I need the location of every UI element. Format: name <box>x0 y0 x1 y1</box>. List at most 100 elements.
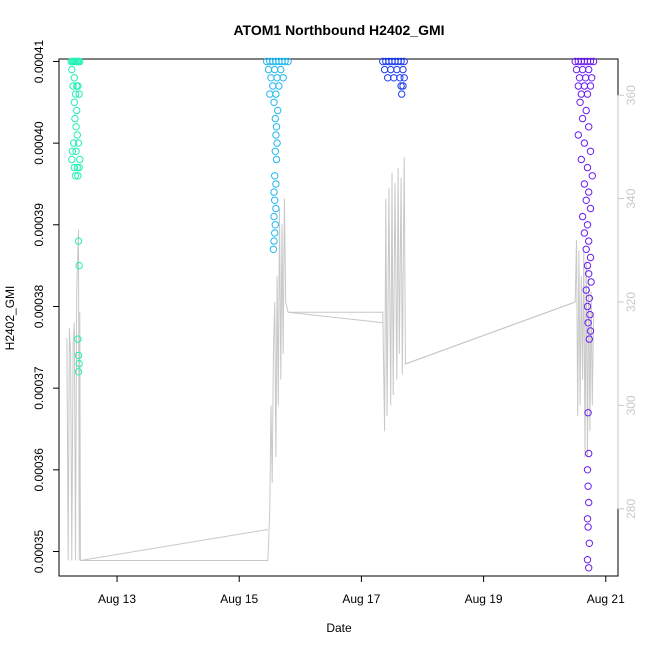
data-point <box>584 409 592 417</box>
data-point <box>387 65 395 74</box>
data-point <box>582 286 590 294</box>
data-point <box>266 90 274 98</box>
data-point <box>390 74 398 82</box>
data-point <box>74 172 82 180</box>
data-point <box>586 253 595 262</box>
data-point <box>583 90 592 98</box>
data-point <box>397 82 405 90</box>
data-point <box>585 123 593 131</box>
data-point <box>70 98 79 107</box>
data-point <box>580 82 589 90</box>
data-point <box>70 74 79 82</box>
data-point <box>269 245 278 254</box>
data-point <box>74 351 83 360</box>
data-point <box>585 237 593 245</box>
data-point <box>574 131 582 139</box>
data-point <box>574 82 582 90</box>
data-point <box>577 155 585 164</box>
data-point <box>583 466 592 474</box>
data-point <box>398 90 406 98</box>
data-point <box>399 65 407 74</box>
data-point <box>274 106 282 115</box>
data-point <box>400 57 408 66</box>
data-point <box>585 335 593 343</box>
y-tick-label: 0.00037 <box>32 366 46 410</box>
data-point <box>270 212 278 221</box>
data-point <box>75 261 83 270</box>
data-point <box>582 106 590 115</box>
data-point <box>269 82 277 90</box>
x-axis-label: Date <box>326 621 352 635</box>
data-point <box>586 57 595 66</box>
scatter-series <box>67 57 598 572</box>
data-point <box>587 278 595 286</box>
data-point <box>384 74 392 82</box>
data-point <box>73 106 81 115</box>
data-point <box>271 65 279 74</box>
x-tick-label: Aug 13 <box>98 592 136 606</box>
data-point <box>584 482 592 490</box>
data-point <box>583 302 592 311</box>
data-point <box>271 172 279 180</box>
data-point <box>272 204 280 213</box>
data-point <box>583 163 592 172</box>
data-point <box>272 131 280 139</box>
data-point <box>577 90 585 98</box>
axes: Aug 13 Aug 15 Aug 17 Aug 19 Aug 21 0.00035 0.0… <box>32 39 638 606</box>
data-point <box>281 57 289 66</box>
secondary-line-series <box>66 157 595 561</box>
data-point <box>270 237 278 245</box>
y2-tick-label: 340 <box>624 188 638 208</box>
data-point <box>270 98 278 107</box>
data-point <box>277 65 285 74</box>
y-tick-label: 0.00040 <box>32 121 46 165</box>
chart-title: ATOM1 Northbound H2402_GMI <box>233 22 444 38</box>
data-point <box>76 57 84 66</box>
data-point <box>275 82 283 90</box>
data-point <box>588 74 596 82</box>
data-point <box>273 139 281 147</box>
data-point <box>74 335 82 343</box>
series-2 <box>263 57 292 254</box>
data-point <box>583 261 592 270</box>
data-point <box>578 114 587 123</box>
data-point <box>272 123 281 131</box>
data-point <box>271 196 279 205</box>
x-tick-label: Aug 15 <box>220 592 258 606</box>
y-axis-label: H2402_GMI <box>3 286 17 351</box>
data-point <box>74 237 83 245</box>
x-tick-label: Aug 19 <box>465 592 503 606</box>
data-point <box>271 229 279 237</box>
data-point <box>264 65 273 74</box>
data-point <box>270 188 278 196</box>
data-point <box>585 449 593 458</box>
data-point <box>578 212 587 221</box>
data-point <box>589 57 598 66</box>
data-point <box>585 498 593 507</box>
data-point <box>582 196 590 205</box>
data-point <box>68 65 76 74</box>
series-3 <box>379 57 408 98</box>
data-point <box>72 123 80 131</box>
y2-tick-label: 360 <box>624 85 638 105</box>
y2-tick-label: 320 <box>624 292 638 312</box>
data-point <box>69 82 77 90</box>
data-point <box>580 180 589 188</box>
data-point <box>70 163 79 172</box>
data-point <box>73 163 82 172</box>
data-point <box>71 172 80 180</box>
data-point <box>585 65 593 74</box>
data-point <box>380 65 389 74</box>
data-point <box>583 515 592 523</box>
data-point <box>75 163 83 172</box>
y-tick-label: 0.00038 <box>32 284 46 328</box>
y-tick-label: 0.00036 <box>32 448 46 492</box>
data-point <box>272 180 280 188</box>
data-point <box>576 98 584 107</box>
data-point <box>271 114 279 123</box>
data-point <box>267 74 275 82</box>
data-point <box>588 172 596 180</box>
data-point <box>586 327 595 335</box>
data-point <box>396 74 404 82</box>
